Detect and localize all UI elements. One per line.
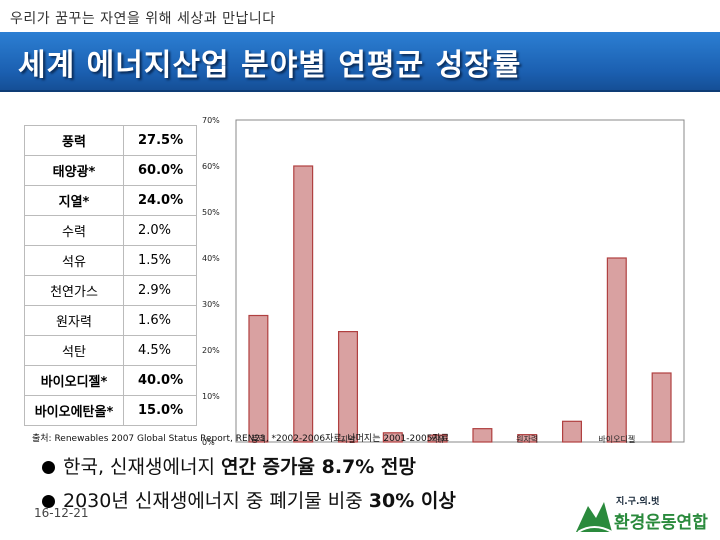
table-cell-name: 바이오에탄올* xyxy=(24,395,124,426)
x-tick-label: 원자력 xyxy=(516,434,538,444)
mountain-logo-icon xyxy=(576,502,613,533)
table-cell-value: 60.0% xyxy=(123,155,197,186)
x-tick-label: 풍력 xyxy=(251,434,266,444)
bar-3 xyxy=(337,331,359,443)
bar-10 xyxy=(651,372,672,443)
title-bar xyxy=(0,32,720,92)
bar-5 xyxy=(427,434,448,443)
table-cell-name: 지열* xyxy=(24,185,124,216)
table-cell-value: 2.9% xyxy=(123,275,197,306)
bullet-dot-icon xyxy=(42,495,55,508)
x-tick-label: 바이오디젤 xyxy=(598,434,635,444)
table-cell-value: 2.0% xyxy=(123,215,197,246)
table-row: 바이오에탄올* 15.0% xyxy=(24,395,197,426)
logo-subtitle: 지.구.의.벗 xyxy=(616,497,660,507)
y-tick-label: 40% xyxy=(202,254,220,263)
bar-8 xyxy=(561,420,583,443)
table-cell-name: 수력 xyxy=(24,215,124,246)
y-tick-label: 50% xyxy=(202,208,220,217)
logo-name: 환경운동연합 xyxy=(614,513,708,533)
table-row: 석유 1.5% xyxy=(24,245,197,276)
table-cell-name: 바이오디젤* xyxy=(24,365,124,396)
bullet-waste-text: 2030년 신재생에너지 중 폐기물 비중 xyxy=(63,490,369,512)
bullet-korea-text: 한국, 신재생에너지 xyxy=(63,456,221,478)
bullet-waste: 2030년 신재생에너지 중 폐기물 비중 30% 이상 xyxy=(42,486,456,513)
table-cell-name: 원자력 xyxy=(24,305,124,336)
table-row: 바이오디젤* 40.0% xyxy=(24,365,197,396)
y-tick-label: 20% xyxy=(202,346,220,355)
growth-bar-chart: 0% 10% 20% 30% 40% 50% 60% 70% 풍력 지열 석유 원자력 바이오디젤 xyxy=(202,116,685,447)
table-cell-value: 4.5% xyxy=(123,335,197,366)
growth-table: 풍력 27.5% 태양광* 60.0% 지열* 24.0% 수력 2.0% 석유 1.5% 천연가스… xyxy=(24,125,197,426)
table-cell-name: 태양광* xyxy=(24,155,124,186)
bar-1 xyxy=(248,314,269,443)
table-cell-value: 27.5% xyxy=(123,125,197,156)
bar-6 xyxy=(472,428,493,443)
table-cell-value: 1.5% xyxy=(123,245,197,276)
x-tick-label: 석유 xyxy=(430,434,445,444)
x-tick-label: 지열 xyxy=(341,435,356,444)
table-cell-value: 15.0% xyxy=(123,395,197,426)
bullet-korea-highlight: 연간 증가율 8.7% 전망 xyxy=(220,456,416,478)
table-cell-name: 풍력 xyxy=(24,125,124,156)
top-band xyxy=(0,0,720,34)
table-row: 석탄 4.5% xyxy=(24,335,197,366)
table-row: 천연가스 2.9% xyxy=(24,275,197,306)
table-cell-value: 24.0% xyxy=(123,185,197,216)
table-cell-value: 1.6% xyxy=(123,305,197,336)
y-tick-label: 70% xyxy=(202,116,220,125)
source-note: 출처: Renewables 2007 Global Status Report… xyxy=(32,434,449,444)
table-cell-value: 40.0% xyxy=(123,365,197,396)
bullet-waste-highlight: 30% 이상 xyxy=(368,490,456,512)
y-tick-label: 10% xyxy=(202,392,220,401)
y-tick-label: 30% xyxy=(202,300,220,309)
table-cell-name: 천연가스 xyxy=(24,275,124,306)
y-tick-label: 60% xyxy=(202,162,220,171)
slogan: 우리가 꿈꾸는 자연을 위해 세상과 만납니다 xyxy=(10,11,276,27)
table-cell-name: 석유 xyxy=(24,245,124,276)
table-row: 지열* 24.0% xyxy=(24,185,197,216)
bar-4 xyxy=(382,432,403,443)
bullet-korea: 한국, 신재생에너지 연간 증가율 8.7% 전망 xyxy=(42,452,416,479)
page-title: 세계 에너지산업 분야별 연평균 성장률 xyxy=(18,48,522,83)
slide-date: 16-12-21 xyxy=(34,506,89,520)
table-row: 수력 2.0% xyxy=(24,215,197,246)
org-logo: 지.구.의.벗 환경운동연합 xyxy=(574,490,720,540)
y-tick-label: 0% xyxy=(202,438,215,447)
bar-7 xyxy=(517,434,538,443)
table-row: 원자력 1.6% xyxy=(24,305,197,336)
bullet-dot-icon xyxy=(42,461,55,474)
table-cell-name: 석탄 xyxy=(24,335,124,366)
bar-9 xyxy=(606,257,627,443)
table-row: 태양광* 60.0% xyxy=(24,155,197,186)
bar-2 xyxy=(293,165,314,443)
table-row: 풍력 27.5% xyxy=(24,125,197,156)
